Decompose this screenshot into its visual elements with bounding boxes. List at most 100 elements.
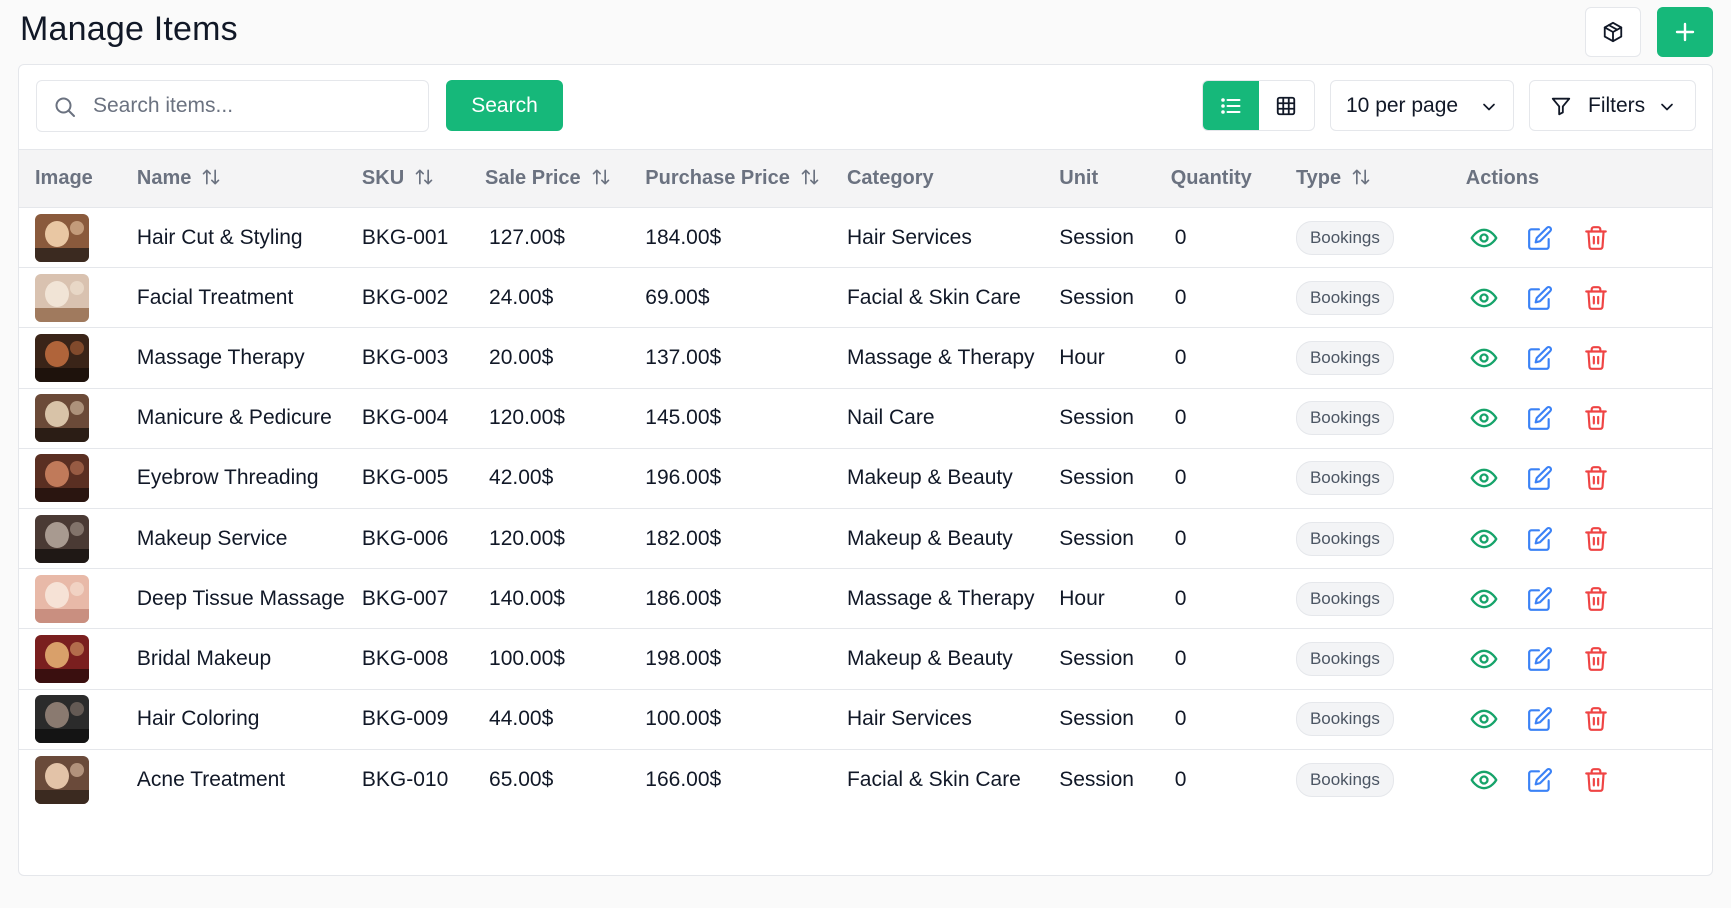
col-header-name[interactable]: Name: [120, 149, 346, 208]
edit-icon: [1527, 285, 1552, 310]
type-cell: Bookings: [1280, 508, 1450, 568]
delete-button[interactable]: [1580, 402, 1612, 434]
col-header-purchase-price[interactable]: Purchase Price: [629, 149, 831, 208]
edit-button[interactable]: [1524, 583, 1556, 615]
sku-cell: BKG-006: [361, 526, 449, 550]
unit-cell: Session: [1059, 285, 1134, 309]
unit-cell: Hour: [1059, 586, 1105, 610]
table-header-row: Image Name SKU Sale Price Purchase Price…: [19, 149, 1712, 208]
search-input[interactable]: [93, 89, 413, 123]
actions-cell: [1450, 388, 1712, 448]
grid-view-button[interactable]: [1259, 81, 1315, 130]
view-button[interactable]: [1468, 402, 1500, 434]
view-button[interactable]: [1468, 342, 1500, 374]
name-cell: Acne Treatment: [136, 767, 286, 791]
trash-icon: [1584, 466, 1607, 491]
purchase-price-cell: 186.00$: [645, 586, 722, 610]
unit-cell: Session: [1059, 526, 1134, 550]
plus-icon: [1675, 22, 1695, 42]
edit-button[interactable]: [1524, 703, 1556, 735]
filters-button[interactable]: Filters: [1529, 80, 1696, 131]
view-button[interactable]: [1468, 523, 1500, 555]
purchase-price-cell: 198.00$: [645, 646, 722, 670]
delete-button[interactable]: [1580, 342, 1612, 374]
purchase-price-cell: 184.00$: [645, 225, 722, 249]
search-box[interactable]: [36, 80, 429, 132]
per-page-select[interactable]: 10 per page: [1330, 80, 1514, 131]
view-button[interactable]: [1468, 764, 1500, 796]
table-row: Deep Tissue Massage BKG-007 140.00$ 186.00$…: [19, 569, 1712, 629]
quantity-cell: 0: [1174, 225, 1187, 249]
image-cell: [19, 508, 121, 568]
delete-button[interactable]: [1580, 764, 1612, 796]
name-cell: Deep Tissue Massage: [136, 586, 345, 610]
edit-button[interactable]: [1524, 643, 1556, 675]
edit-button[interactable]: [1524, 222, 1556, 254]
col-header-quantity: Quantity: [1154, 149, 1280, 208]
delete-button[interactable]: [1580, 643, 1612, 675]
actions-cell: [1450, 328, 1712, 388]
category-cell: Makeup & Beauty: [846, 646, 1013, 670]
item-thumbnail: [35, 273, 89, 322]
view-button[interactable]: [1468, 222, 1500, 254]
item-thumbnail: [35, 695, 89, 744]
delete-button[interactable]: [1580, 222, 1612, 254]
col-header-sale-price[interactable]: Sale Price: [469, 149, 630, 208]
item-thumbnail: [35, 574, 89, 623]
list-view-button[interactable]: [1203, 81, 1259, 130]
sort-icon[interactable]: [591, 167, 611, 187]
image-cell: [19, 689, 121, 749]
page-title: Manage Items: [20, 10, 238, 48]
eye-icon: [1470, 408, 1498, 428]
sort-icon[interactable]: [800, 167, 820, 187]
sort-icon[interactable]: [1351, 167, 1371, 187]
view-button[interactable]: [1468, 583, 1500, 615]
package-button[interactable]: [1585, 7, 1641, 57]
col-header-sku[interactable]: SKU: [345, 149, 470, 208]
sort-icon[interactable]: [201, 167, 221, 187]
image-cell: [19, 268, 121, 328]
delete-button[interactable]: [1580, 523, 1612, 555]
name-cell: Facial Treatment: [136, 285, 294, 309]
edit-button[interactable]: [1524, 462, 1556, 494]
add-item-button[interactable]: [1657, 7, 1713, 57]
toolbar: Search 10 per page: [19, 65, 1712, 150]
delete-button[interactable]: [1580, 583, 1612, 615]
actions-cell: [1450, 508, 1712, 568]
view-button[interactable]: [1468, 282, 1500, 314]
edit-button[interactable]: [1524, 764, 1556, 796]
type-cell: Bookings: [1280, 208, 1450, 268]
view-button[interactable]: [1468, 462, 1500, 494]
type-cell: Bookings: [1280, 268, 1450, 328]
sale-price-cell: 24.00$: [489, 285, 554, 309]
edit-button[interactable]: [1524, 342, 1556, 374]
search-button[interactable]: Search: [446, 80, 563, 131]
name-cell: Massage Therapy: [136, 345, 305, 369]
edit-button[interactable]: [1524, 523, 1556, 555]
delete-button[interactable]: [1580, 462, 1612, 494]
trash-icon: [1584, 707, 1607, 732]
col-header-type[interactable]: Type: [1279, 149, 1450, 208]
eye-icon: [1470, 770, 1498, 789]
delete-button[interactable]: [1580, 703, 1612, 735]
sort-icon[interactable]: [414, 167, 434, 187]
purchase-price-cell: 196.00$: [645, 466, 722, 490]
view-button[interactable]: [1468, 703, 1500, 735]
edit-button[interactable]: [1524, 402, 1556, 434]
edit-button[interactable]: [1524, 282, 1556, 314]
quantity-cell: 0: [1174, 466, 1187, 490]
actions-cell: [1450, 629, 1712, 689]
sku-cell: BKG-008: [361, 646, 449, 670]
purchase-price-cell: 69.00$: [645, 285, 710, 309]
col-header-actions: Actions: [1449, 149, 1712, 208]
unit-cell: Session: [1059, 646, 1134, 670]
table-row: Hair Cut & Styling BKG-001 127.00$ 184.00$ H…: [19, 208, 1712, 268]
quantity-cell: 0: [1174, 345, 1187, 369]
eye-icon: [1470, 228, 1498, 247]
sku-cell: BKG-004: [361, 406, 449, 430]
edit-icon: [1527, 526, 1552, 551]
delete-button[interactable]: [1580, 282, 1612, 314]
view-button[interactable]: [1468, 643, 1500, 675]
image-cell: [19, 208, 121, 268]
table-row: Manicure & Pedicure BKG-004 120.00$ 145.00$…: [19, 388, 1712, 449]
